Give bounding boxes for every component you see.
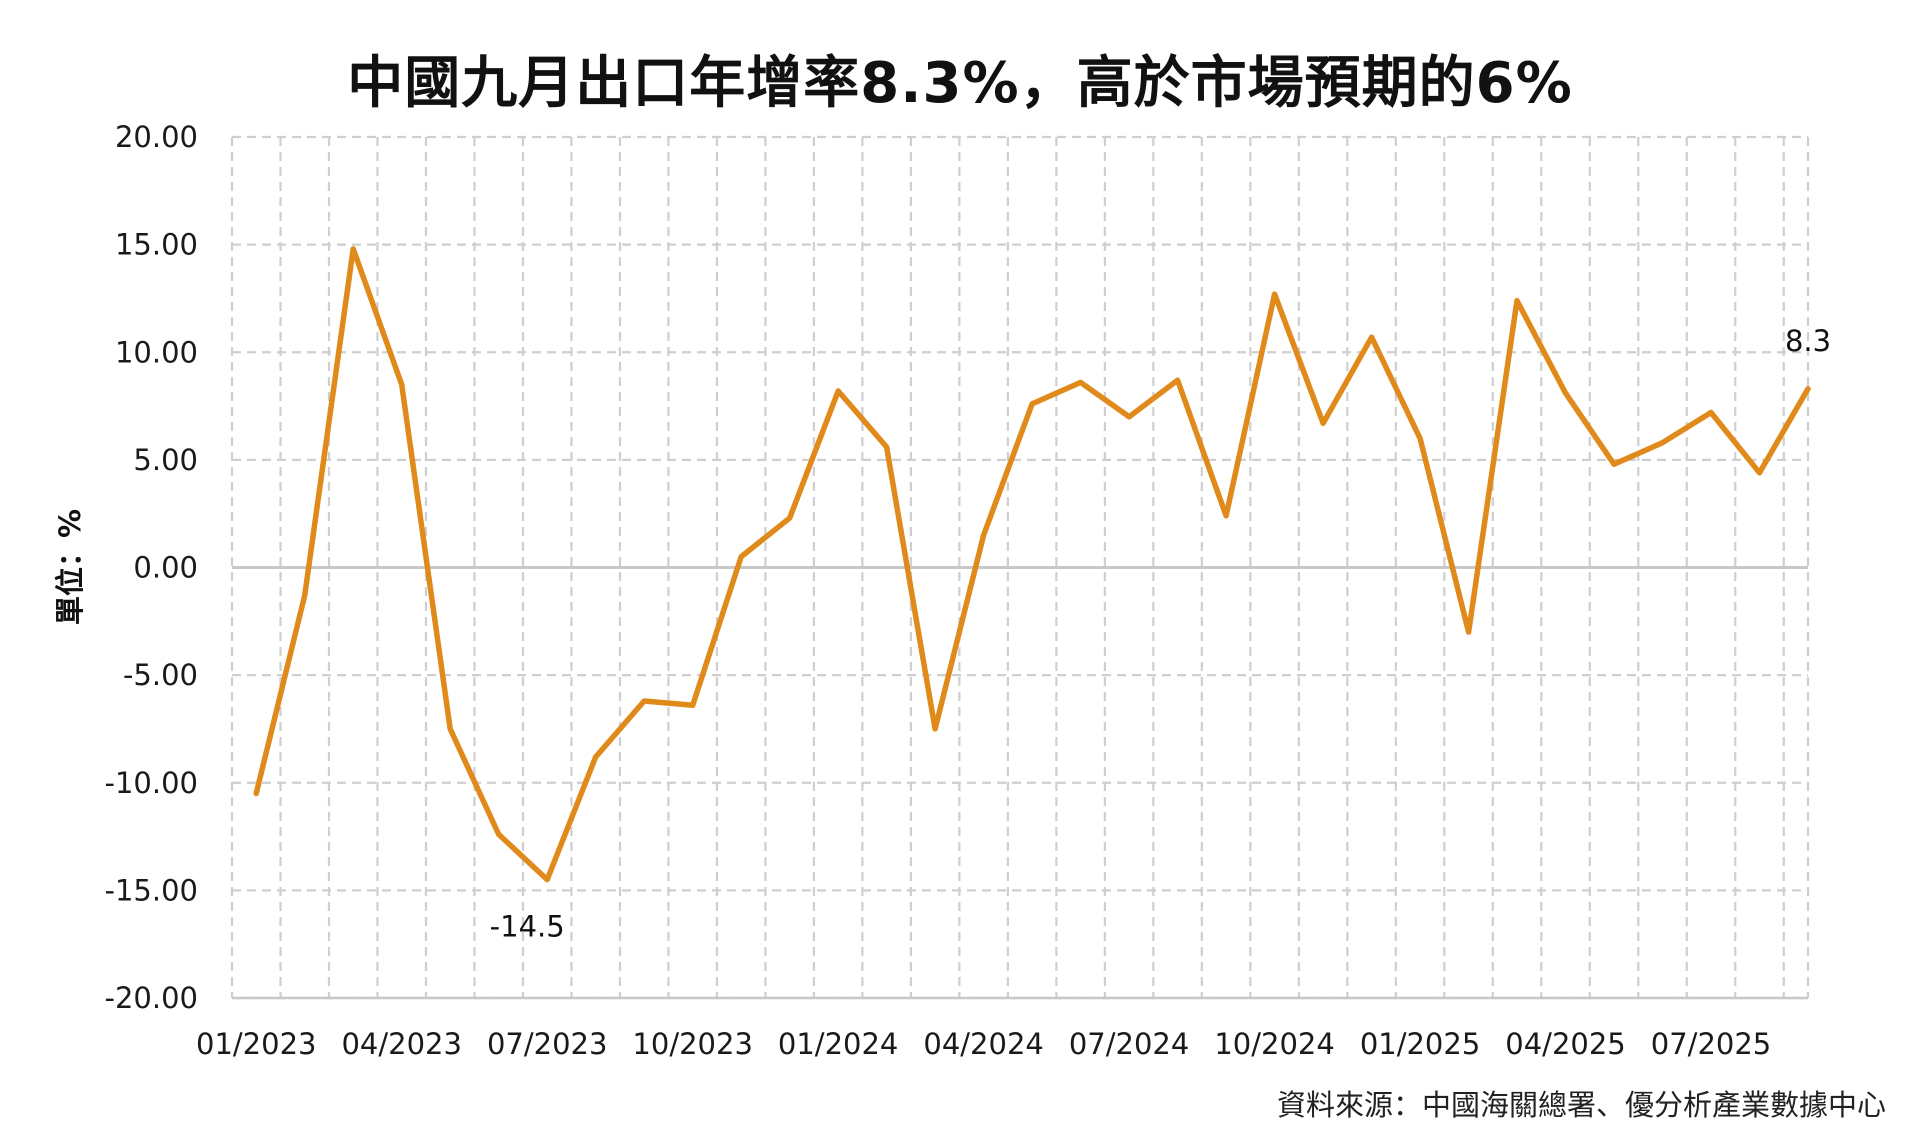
data-label: -14.5 (490, 910, 565, 944)
labels: 20.00 15.00 10.00 5.00 0.00 -5.00 -10.00 -15.00… (53, 120, 1831, 1061)
y-tick-label: -10.00 (105, 766, 199, 800)
x-tick-label: 04/2025 (1505, 1027, 1625, 1061)
y-tick-label: -20.00 (105, 981, 199, 1015)
series-line (253, 246, 1811, 883)
x-tick-label: 07/2025 (1651, 1027, 1771, 1061)
grid (230, 135, 1810, 1000)
y-tick-label: -15.00 (105, 873, 199, 907)
y-axis-label: 單位：% (53, 509, 87, 625)
x-tick-label: 01/2024 (778, 1027, 898, 1061)
x-tick-label: 04/2023 (341, 1027, 461, 1061)
x-tick-label: 07/2024 (1069, 1027, 1189, 1061)
y-tick-label: 20.00 (115, 120, 198, 154)
y-tick-label: 10.00 (115, 335, 198, 369)
series-line-layer (253, 246, 1811, 883)
y-tick-label: -5.00 (123, 658, 198, 692)
source-note: 資料來源：中國海關總署、優分析產業數據中心 (1276, 1088, 1886, 1122)
x-tick-label: 07/2023 (487, 1027, 607, 1061)
y-tick-label: 0.00 (133, 551, 198, 585)
x-tick-label: 10/2023 (632, 1027, 752, 1061)
x-tick-label: 01/2023 (196, 1027, 316, 1061)
y-tick-label: 15.00 (115, 228, 198, 262)
x-tick-label: 01/2025 (1360, 1027, 1480, 1061)
chart-title: 中國九月出口年增率8.3%，高於市場預期的6% (347, 51, 1573, 116)
y-tick-label: 5.00 (133, 443, 198, 477)
data-label: 8.3 (1785, 324, 1831, 358)
x-tick-label: 10/2024 (1214, 1027, 1334, 1061)
x-tick-label: 04/2024 (923, 1027, 1043, 1061)
